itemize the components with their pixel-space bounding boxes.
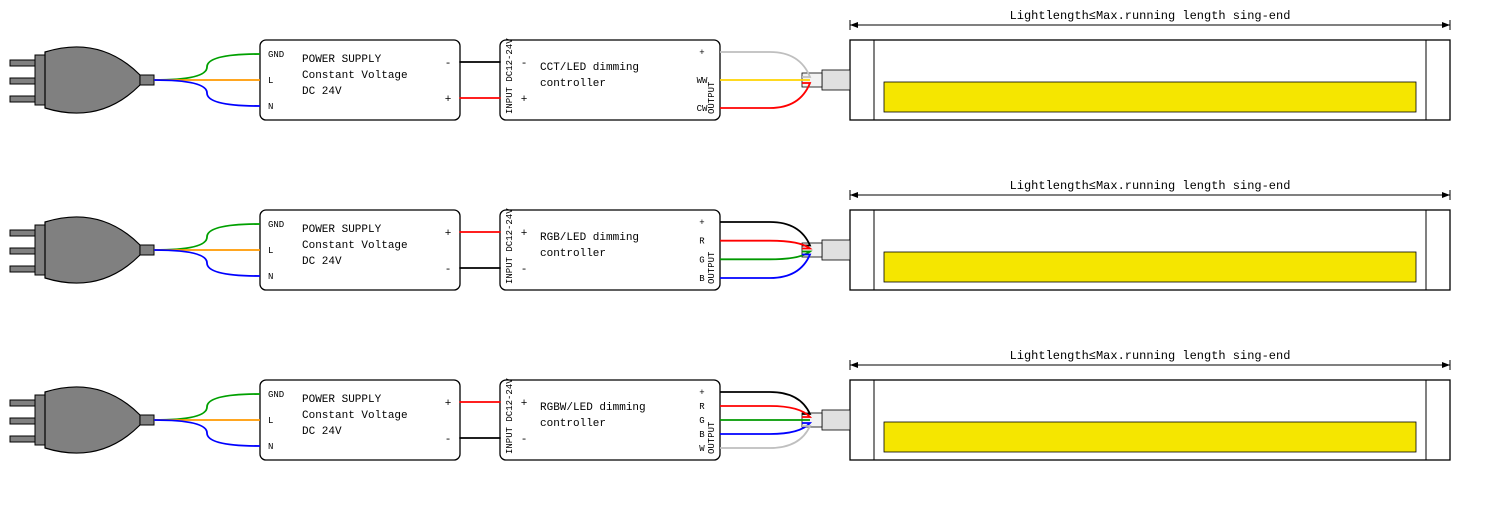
svg-text:N: N: [268, 272, 273, 282]
svg-text:+: +: [699, 48, 704, 58]
wire: [720, 222, 810, 246]
controller-box: [500, 210, 720, 290]
svg-text:Constant Voltage: Constant Voltage: [302, 70, 408, 82]
svg-text:+: +: [521, 228, 528, 240]
svg-text:Lightlength≤Max.running length: Lightlength≤Max.running length sing-end: [1010, 9, 1291, 23]
svg-text:-: -: [445, 264, 452, 276]
wire: [720, 392, 810, 414]
svg-text:GND: GND: [268, 390, 284, 400]
svg-text:INPUT DC12-24V: INPUT DC12-24V: [505, 208, 515, 284]
svg-text:controller: controller: [540, 418, 606, 430]
wire: [720, 406, 810, 417]
svg-text:+: +: [445, 228, 452, 240]
wire: [720, 52, 810, 77]
svg-text:DC 24V: DC 24V: [302, 426, 342, 438]
svg-text:+: +: [521, 398, 528, 410]
svg-text:+: +: [699, 388, 704, 398]
wire: [154, 250, 260, 276]
svg-text:R: R: [699, 402, 705, 412]
svg-text:N: N: [268, 442, 273, 452]
wire: [154, 394, 260, 420]
svg-text:Lightlength≤Max.running length: Lightlength≤Max.running length sing-end: [1010, 179, 1291, 193]
row-rgb: GND L N POWER SUPPLY Constant Voltage DC 24V +…: [10, 179, 1450, 290]
svg-text:OUTPUT: OUTPUT: [707, 81, 717, 114]
svg-text:-: -: [445, 434, 452, 446]
svg-text:OUTPUT: OUTPUT: [707, 421, 717, 454]
svg-text:RGB/LED dimming: RGB/LED dimming: [540, 232, 639, 244]
svg-text:W: W: [699, 444, 705, 454]
controller-box: [500, 40, 720, 120]
svg-text:L: L: [268, 76, 273, 86]
svg-text:G: G: [699, 416, 704, 426]
svg-text:GND: GND: [268, 50, 284, 60]
wire: [720, 426, 810, 448]
svg-text:controller: controller: [540, 78, 606, 90]
svg-text:B: B: [699, 274, 705, 284]
svg-text:POWER SUPPLY: POWER SUPPLY: [302, 224, 382, 236]
svg-text:+: +: [445, 94, 452, 106]
svg-text:L: L: [268, 246, 273, 256]
wire: [154, 54, 260, 80]
svg-text:INPUT DC12-24V: INPUT DC12-24V: [505, 378, 515, 454]
row-cct: GND L N POWER SUPPLY Constant Voltage DC 24V -…: [10, 9, 1450, 120]
svg-text:OUTPUT: OUTPUT: [707, 251, 717, 284]
svg-text:+: +: [699, 218, 704, 228]
wire: [720, 252, 810, 260]
controller-box: [500, 380, 720, 460]
row-rgbw: GND L N POWER SUPPLY Constant Voltage DC 24V +…: [10, 349, 1450, 460]
svg-text:RGBW/LED dimming: RGBW/LED dimming: [540, 402, 646, 414]
svg-text:POWER SUPPLY: POWER SUPPLY: [302, 54, 382, 66]
svg-text:GND: GND: [268, 220, 284, 230]
svg-text:WW: WW: [697, 76, 708, 86]
wire: [154, 224, 260, 250]
svg-text:+: +: [445, 398, 452, 410]
wire: [720, 255, 810, 279]
svg-text:DC 24V: DC 24V: [302, 86, 342, 98]
svg-text:-: -: [521, 434, 528, 446]
svg-text:CW: CW: [697, 104, 708, 114]
svg-text:INPUT DC12-24V: INPUT DC12-24V: [505, 38, 515, 114]
svg-text:controller: controller: [540, 248, 606, 260]
svg-text:Constant Voltage: Constant Voltage: [302, 240, 408, 252]
svg-text:POWER SUPPLY: POWER SUPPLY: [302, 394, 382, 406]
svg-text:Constant Voltage: Constant Voltage: [302, 410, 408, 422]
wire: [154, 420, 260, 446]
svg-text:G: G: [699, 255, 704, 265]
svg-text:-: -: [521, 264, 528, 276]
wire: [720, 241, 810, 249]
wire: [154, 80, 260, 106]
svg-text:R: R: [699, 237, 705, 247]
svg-text:DC 24V: DC 24V: [302, 256, 342, 268]
svg-text:L: L: [268, 416, 273, 426]
svg-text:B: B: [699, 430, 705, 440]
svg-text:N: N: [268, 102, 273, 112]
svg-text:Lightlength≤Max.running length: Lightlength≤Max.running length sing-end: [1010, 349, 1291, 363]
svg-text:CCT/LED dimming: CCT/LED dimming: [540, 62, 639, 74]
wire: [720, 423, 810, 434]
svg-text:+: +: [521, 94, 528, 106]
svg-text:-: -: [445, 58, 452, 70]
wire: [720, 83, 810, 108]
svg-text:-: -: [521, 58, 528, 70]
